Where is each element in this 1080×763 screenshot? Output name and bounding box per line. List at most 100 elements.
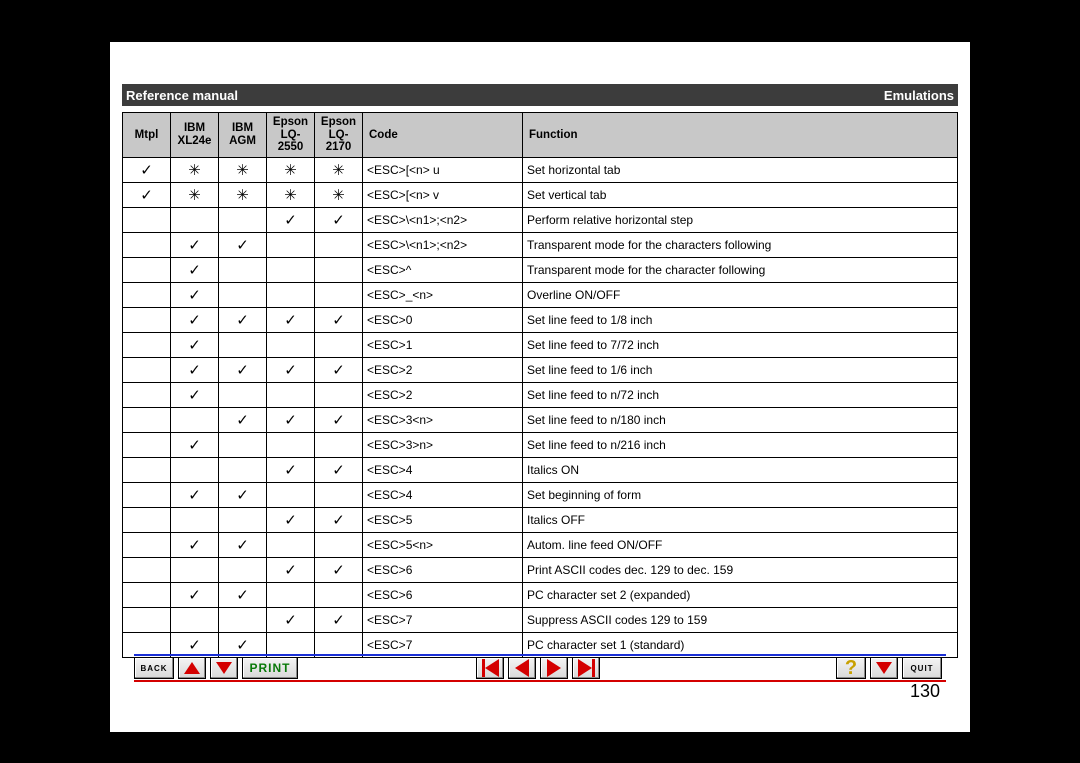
support-cell: ✓ <box>315 607 363 632</box>
support-cell: ✓ <box>315 407 363 432</box>
support-cell <box>267 482 315 507</box>
emulation-table: Mtpl IBMXL24e IBMAGM EpsonLQ-2550 EpsonL… <box>122 112 958 658</box>
support-cell <box>123 582 171 607</box>
support-cell: ✓ <box>315 307 363 332</box>
support-cell <box>315 582 363 607</box>
content-area: Reference manual Emulations Mtpl IBMXL24… <box>122 84 958 714</box>
next-page-button[interactable] <box>540 657 568 679</box>
support-cell <box>315 532 363 557</box>
table-row: ✓✓<ESC>6Print ASCII codes dec. 129 to de… <box>123 557 958 582</box>
table-row: ✓<ESC>2Set line feed to n/72 inch <box>123 382 958 407</box>
support-cell: ✓ <box>219 532 267 557</box>
function-cell: Italics ON <box>523 457 958 482</box>
support-cell: ✓ <box>315 357 363 382</box>
function-cell: PC character set 2 (expanded) <box>523 582 958 607</box>
table-row: ✓✓<ESC>6PC character set 2 (expanded) <box>123 582 958 607</box>
table-row: ✓ <ESC>^Transparent mode for the characte… <box>123 257 958 282</box>
support-cell: ✓ <box>219 482 267 507</box>
code-cell: <ESC>2 <box>363 382 523 407</box>
function-cell: Overline ON/OFF <box>523 282 958 307</box>
support-cell <box>123 507 171 532</box>
support-cell: ✳ <box>171 157 219 182</box>
page-up-button[interactable] <box>178 657 206 679</box>
code-cell: <ESC>[<n> u <box>363 157 523 182</box>
support-cell <box>267 532 315 557</box>
col-lq2170: EpsonLQ-2170 <box>315 113 363 158</box>
support-cell: ✓ <box>171 582 219 607</box>
last-page-button[interactable] <box>572 657 600 679</box>
col-lq2550: EpsonLQ-2550 <box>267 113 315 158</box>
col-function: Function <box>523 113 958 158</box>
support-cell <box>219 257 267 282</box>
code-cell: <ESC>_<n> <box>363 282 523 307</box>
support-cell: ✓ <box>219 407 267 432</box>
table-row: ✓✳✳✳✳<ESC>[<n> uSet horizontal tab <box>123 157 958 182</box>
support-cell <box>315 282 363 307</box>
support-cell: ✳ <box>267 157 315 182</box>
support-cell: ✳ <box>315 157 363 182</box>
code-cell: <ESC>\<n1>;<n2> <box>363 232 523 257</box>
support-cell <box>219 507 267 532</box>
title-bar: Reference manual Emulations <box>122 84 958 106</box>
support-cell <box>123 257 171 282</box>
support-cell <box>171 407 219 432</box>
table-body: ✓✳✳✳✳<ESC>[<n> uSet horizontal tab✓✳✳✳✳<… <box>123 157 958 657</box>
support-cell: ✓ <box>267 207 315 232</box>
first-page-button[interactable] <box>476 657 504 679</box>
function-cell: Italics OFF <box>523 507 958 532</box>
manual-page: Reference manual Emulations Mtpl IBMXL24… <box>110 42 970 732</box>
print-button[interactable]: PRINT <box>242 657 298 679</box>
table-row: ✓✓<ESC>\<n1>;<n2>Perform relative horizo… <box>123 207 958 232</box>
support-cell: ✳ <box>171 182 219 207</box>
support-cell <box>219 607 267 632</box>
col-code: Code <box>363 113 523 158</box>
function-cell: Set line feed to n/180 inch <box>523 407 958 432</box>
support-cell <box>123 307 171 332</box>
function-cell: Transparent mode for the character follo… <box>523 257 958 282</box>
toolbar-center <box>476 656 604 680</box>
table-row: ✓<ESC>_<n>Overline ON/OFF <box>123 282 958 307</box>
function-cell: Autom. line feed ON/OFF <box>523 532 958 557</box>
support-cell: ✓ <box>171 257 219 282</box>
support-cell <box>315 382 363 407</box>
code-cell: <ESC>7 <box>363 607 523 632</box>
table-row: ✓✓<ESC>4Set beginning of form <box>123 482 958 507</box>
support-cell <box>267 282 315 307</box>
support-cell <box>171 557 219 582</box>
table-row: ✓✓✓<ESC>3<n>Set line feed to n/180 inch <box>123 407 958 432</box>
page-down-button[interactable] <box>210 657 238 679</box>
support-cell <box>219 382 267 407</box>
support-cell <box>219 282 267 307</box>
quit-button[interactable]: QUIT <box>902 657 942 679</box>
code-cell: <ESC>4 <box>363 482 523 507</box>
code-cell: <ESC>\<n1>;<n2> <box>363 207 523 232</box>
support-cell <box>171 207 219 232</box>
function-cell: Set line feed to 1/8 inch <box>523 307 958 332</box>
table-row: ✓✓<ESC>5<n>Autom. line feed ON/OFF <box>123 532 958 557</box>
prev-page-button[interactable] <box>508 657 536 679</box>
triangle-up-icon <box>184 662 200 674</box>
help-button[interactable]: ? <box>836 657 866 679</box>
back-button[interactable]: BACK <box>134 657 174 679</box>
support-cell: ✳ <box>267 182 315 207</box>
code-cell: <ESC>^ <box>363 257 523 282</box>
code-cell: <ESC>[<n> v <box>363 182 523 207</box>
support-cell <box>123 382 171 407</box>
support-cell <box>171 507 219 532</box>
table-row: ✓✓✓✓<ESC>2Set line feed to 1/6 inch <box>123 357 958 382</box>
support-cell: ✓ <box>171 532 219 557</box>
function-cell: Transparent mode for the characters foll… <box>523 232 958 257</box>
support-cell <box>171 457 219 482</box>
menu-down-button[interactable] <box>870 657 898 679</box>
support-cell: ✓ <box>267 357 315 382</box>
triangle-left-icon <box>485 659 499 677</box>
support-cell: ✓ <box>315 457 363 482</box>
triangle-down-icon <box>876 662 892 674</box>
support-cell <box>219 557 267 582</box>
support-cell: ✓ <box>171 332 219 357</box>
support-cell <box>123 432 171 457</box>
support-cell <box>123 357 171 382</box>
code-cell: <ESC>5 <box>363 507 523 532</box>
support-cell <box>123 282 171 307</box>
support-cell: ✓ <box>315 557 363 582</box>
